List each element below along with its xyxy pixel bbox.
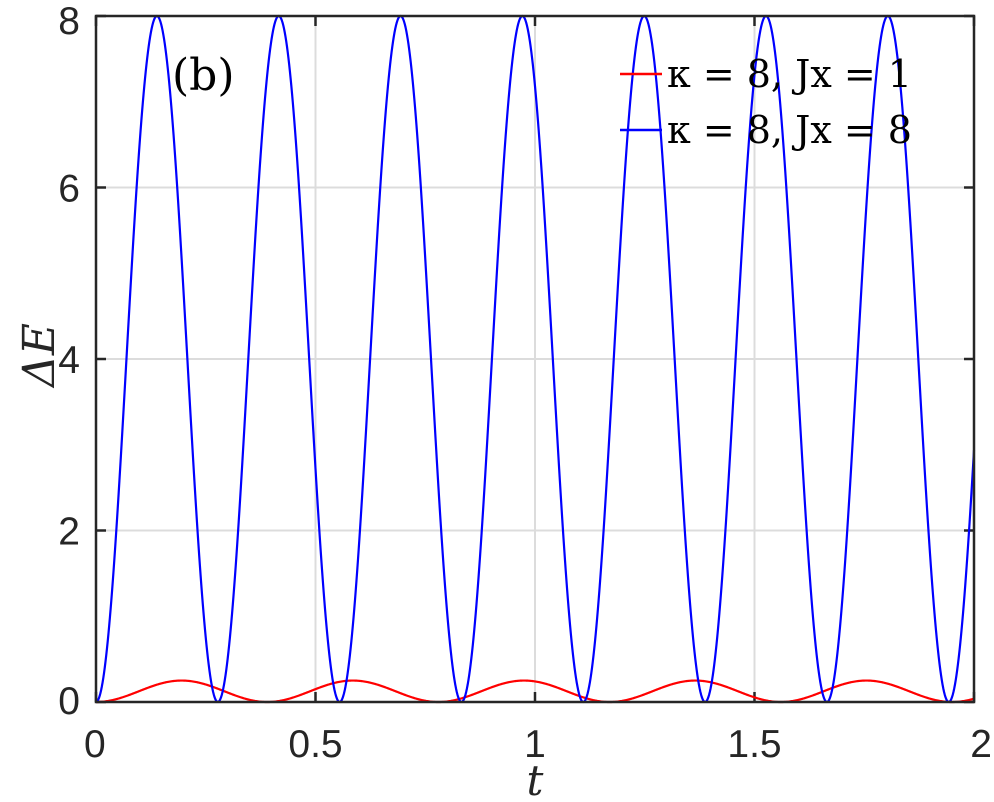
x-tick-label: 0: [84, 723, 106, 766]
y-tick-label: 0: [58, 680, 80, 723]
legend-entry-blue: κ = 8, Jx = 8: [667, 108, 912, 152]
y-tick-label: 8: [58, 0, 80, 43]
y-tick-label: 6: [58, 168, 80, 211]
x-tick-label: 0.5: [288, 723, 342, 766]
y-axis-label: ΔE: [14, 323, 65, 389]
x-tick-labels: 0 0.5 1 1.5 2: [84, 723, 992, 766]
x-tick-label: 1: [524, 723, 546, 766]
plot-frame: [94, 14, 976, 704]
y-tick-label: 2: [58, 511, 80, 554]
y-tick-label: 4: [58, 339, 80, 382]
panel-label: (b): [172, 50, 235, 101]
x-axis-label: t: [527, 756, 544, 802]
series-line-red: [95, 679, 975, 704]
x-tick-label: 2: [970, 723, 992, 766]
legend-entry-red: κ = 8, Jx = 1: [667, 52, 912, 96]
y-tick-labels: 0 2 4 6 8: [58, 0, 80, 723]
x-tick-label: 1.5: [727, 723, 781, 766]
legend: κ = 8, Jx = 1 κ = 8, Jx = 8: [620, 52, 912, 152]
